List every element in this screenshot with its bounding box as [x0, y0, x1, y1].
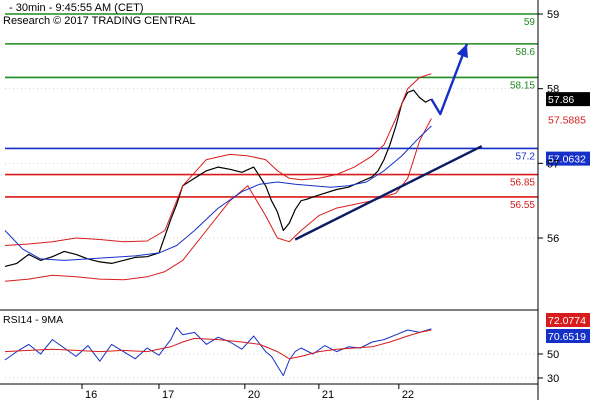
level-label: 56.85 — [510, 178, 535, 189]
series-rsi-ma — [4, 329, 432, 360]
price-badge-label: 57.86 — [548, 94, 574, 106]
rsi-badge-label: 70.6519 — [548, 331, 586, 343]
price-badge-label: 57.5885 — [548, 114, 586, 126]
level-label: 58.15 — [510, 80, 535, 91]
price-badge-label: 57.0632 — [548, 154, 586, 166]
price-tick-label: 59 — [547, 9, 559, 21]
price-tick-label: 58 — [547, 84, 559, 96]
x-tick-label: 21 — [322, 389, 334, 400]
axis-labels: 57.86 57.5885 57.0632 72.0774 70.6519 59 58 57 5… — [85, 9, 590, 401]
x-tick-label: 22 — [402, 389, 414, 400]
header-timeframe: - 30min - 9:45:55 AM (CET) — [9, 2, 144, 14]
level-label: 58.6 — [516, 47, 536, 58]
rsi-title: RSI14 - 9MA — [3, 314, 63, 326]
header-copyright: Research © 2017 TRADING CENTRAL — [3, 15, 196, 27]
rsi-badge-bg — [546, 313, 590, 327]
price-tick-label: 57 — [547, 158, 559, 170]
price-tick-label: 56 — [547, 233, 559, 245]
series-price — [4, 89, 432, 267]
projection-arrowhead — [456, 43, 468, 59]
series-bollinger-lower — [4, 118, 432, 282]
price-badge-bg — [546, 112, 590, 127]
trend-line-rising-support — [294, 145, 483, 241]
rsi-badge-label: 72.0774 — [548, 315, 586, 327]
series-moving-average — [4, 125, 432, 261]
rsi-tick-label: 50 — [547, 349, 559, 361]
axes — [0, 0, 543, 400]
price-badge-bg — [546, 92, 590, 107]
price-badge-bg — [546, 151, 590, 166]
x-tick-label: 17 — [162, 389, 174, 400]
projection-arrow — [430, 43, 469, 116]
price-series-layer — [4, 43, 483, 282]
level-label: 59 — [524, 17, 536, 28]
series-bollinger-upper — [4, 73, 432, 246]
x-tick-label: 16 — [85, 389, 97, 400]
level-label: 57.2 — [516, 151, 536, 162]
rsi-tick-label: 30 — [547, 373, 559, 385]
level-label: 56.55 — [510, 200, 535, 211]
x-tick-label: 20 — [248, 389, 260, 400]
rsi-badge-bg — [546, 329, 590, 343]
rsi-series-layer: RSI14 - 9MA — [0, 309, 538, 379]
series-rsi — [4, 327, 432, 377]
